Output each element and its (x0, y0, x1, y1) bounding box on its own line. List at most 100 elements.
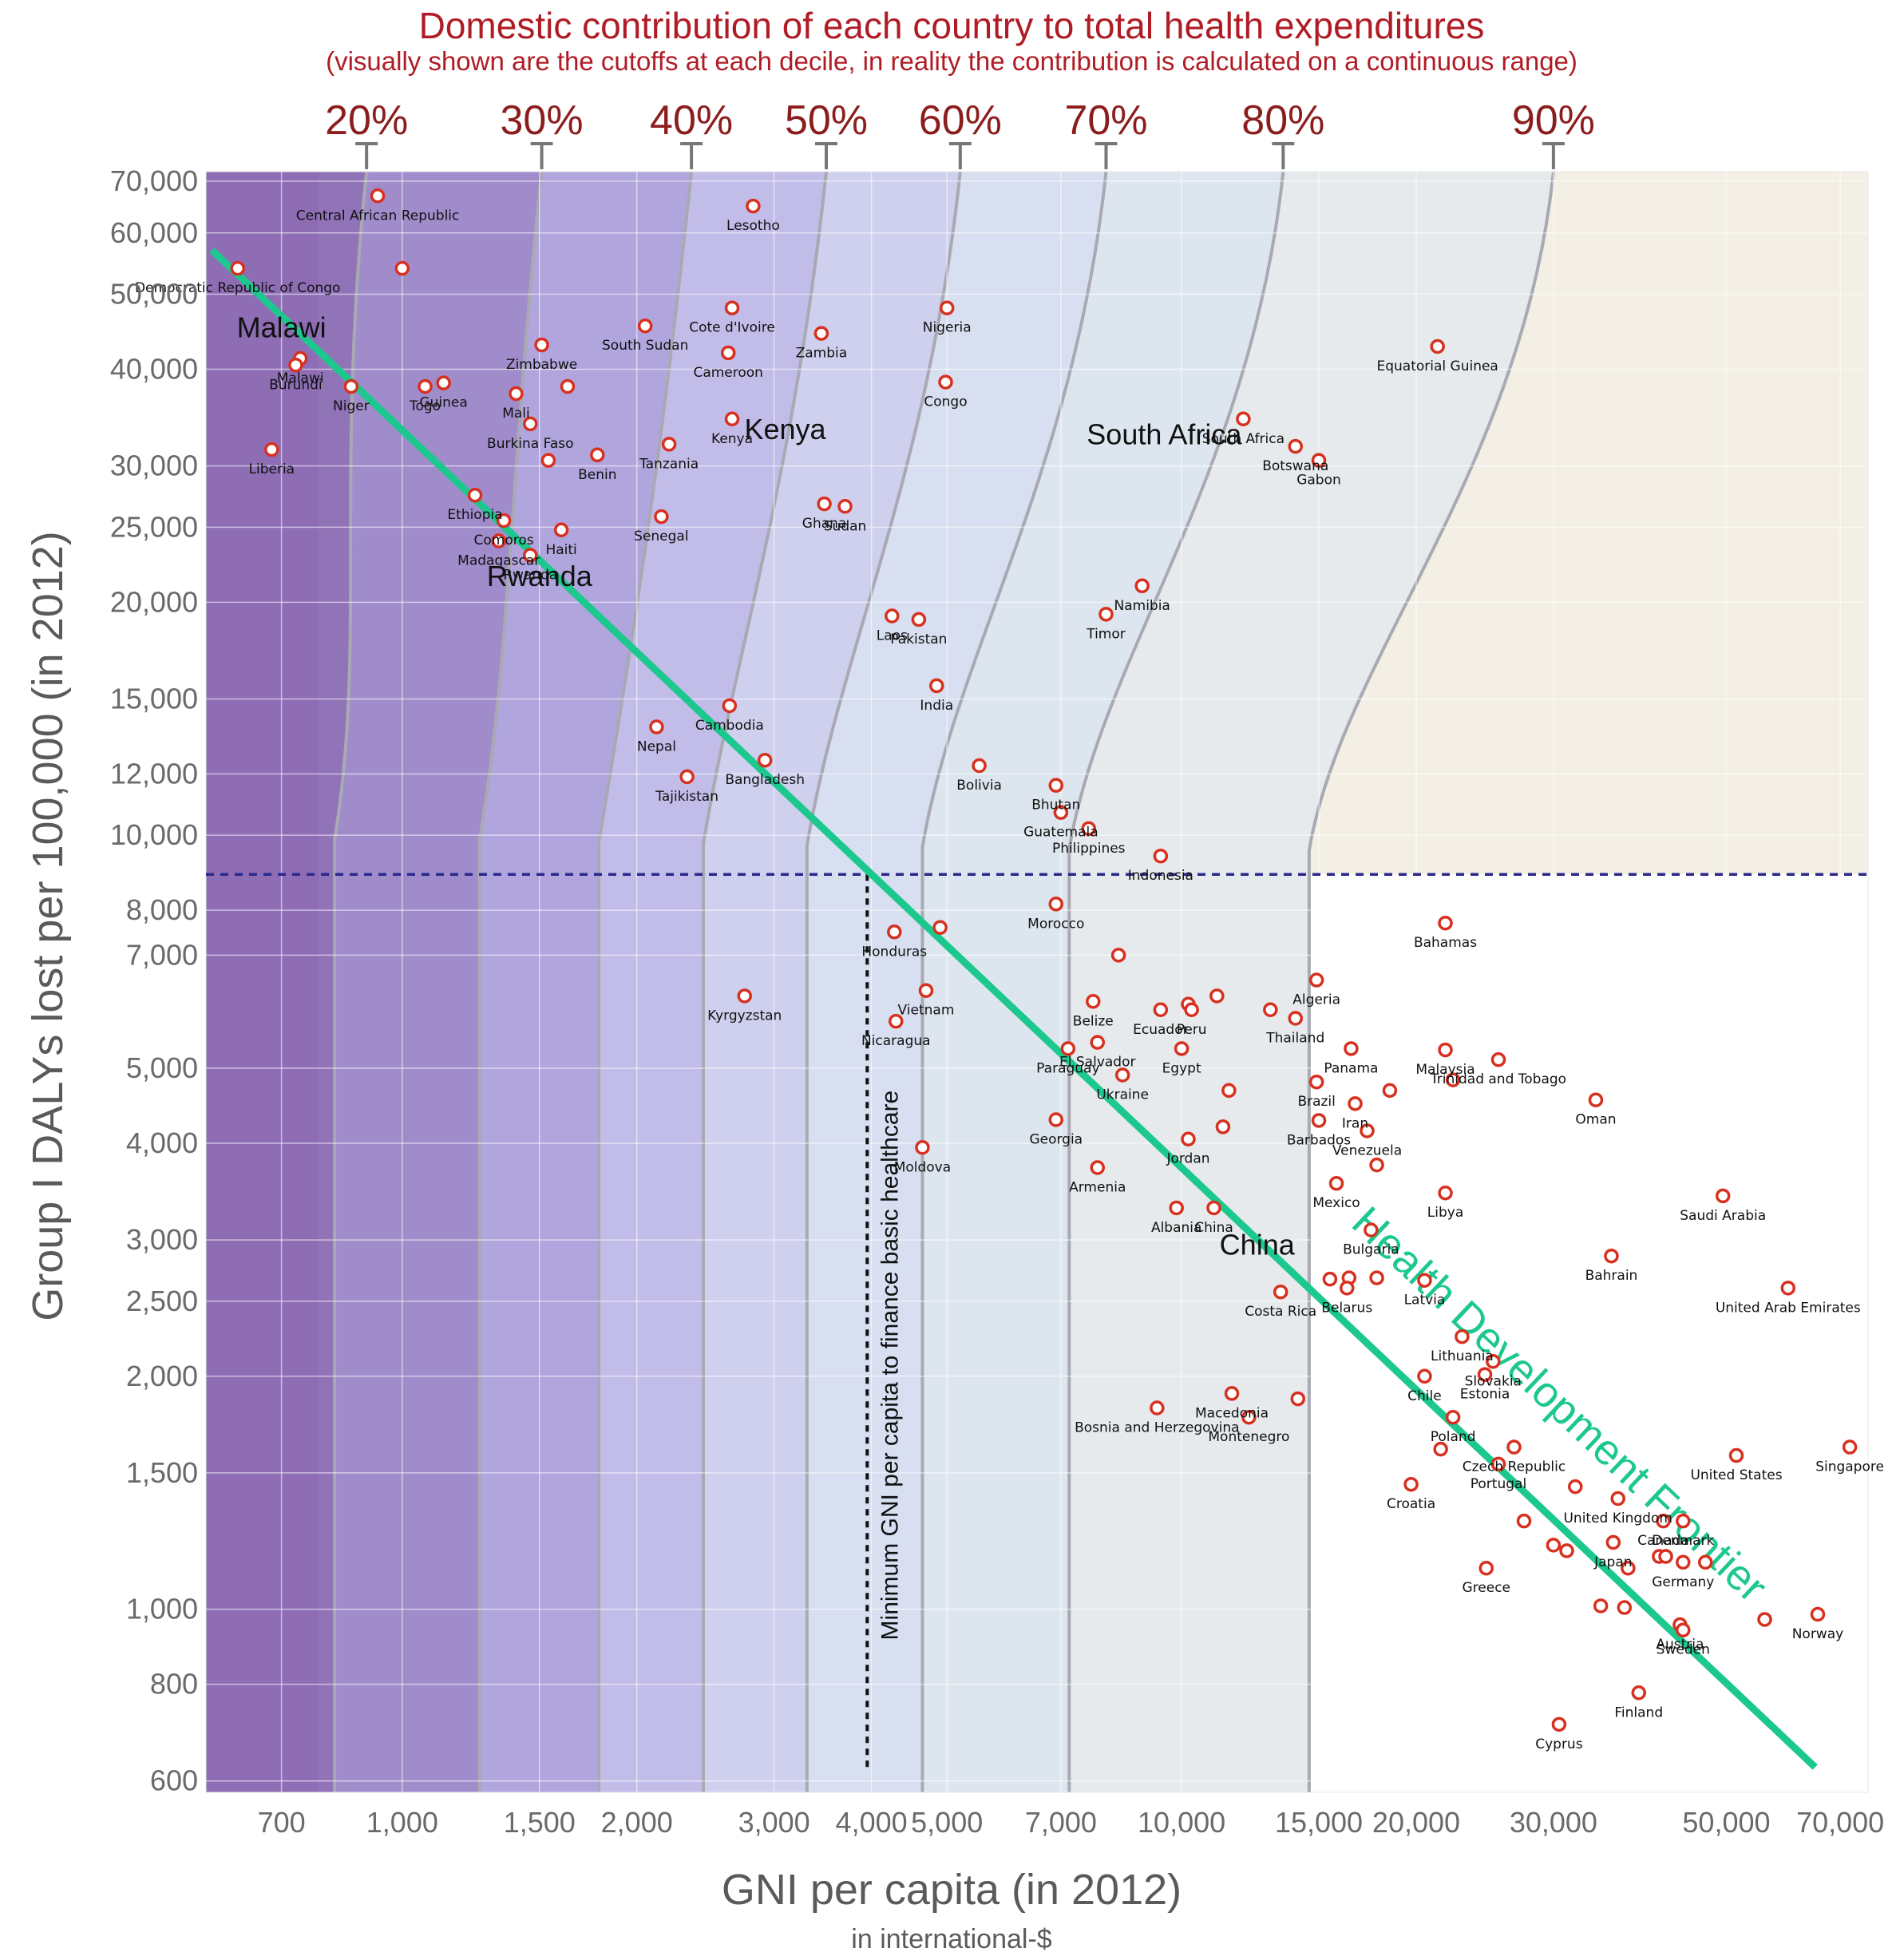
chart-subtitle: (visually shown are the cutoffs at each … (326, 46, 1577, 76)
y-tick-label: 2,000 (126, 1360, 198, 1392)
point-gabon (1311, 453, 1327, 468)
point-togo (418, 378, 433, 394)
label-cote-d-ivoire: Cote d'Ivoire (689, 320, 775, 336)
point-bosnia-and-herzegovina (1150, 1400, 1165, 1416)
decile-label-40%: 40% (650, 97, 733, 144)
highlight-rwanda: Rwanda (487, 560, 593, 592)
point-niger (343, 378, 359, 394)
decile-curve-90% (1307, 171, 1555, 1792)
label-panama: Panama (1324, 1060, 1378, 1076)
label-malaysia: Malaysia (1415, 1062, 1475, 1078)
point-honduras (887, 925, 902, 940)
background-layer (206, 172, 1868, 1792)
decile-tick-60% (948, 142, 972, 169)
point-bahrain (1604, 1248, 1619, 1264)
point-malaysia (1438, 1042, 1453, 1058)
label-czech-republic: Czech Republic (1463, 1459, 1566, 1475)
decile-tick-50% (814, 142, 837, 169)
label-el-salvador: El Salvador (1059, 1055, 1135, 1071)
label-paraguay: Paraguay (1036, 1060, 1099, 1076)
label-belize: Belize (1073, 1013, 1114, 1029)
point-united-kingdom (1610, 1491, 1625, 1507)
point-zambia (813, 326, 829, 341)
point-kyrgyzstan (737, 988, 752, 1004)
point-nicaragua (889, 1013, 904, 1029)
threshold-lines: Minimum GNI per capita to finance basic … (206, 873, 1868, 1768)
point-mexico (1328, 1175, 1344, 1191)
point-ecuador (1153, 1002, 1169, 1018)
point-senegal (654, 509, 669, 525)
point (1215, 1119, 1231, 1134)
point-bolivia (972, 758, 987, 774)
point-benin (590, 447, 605, 463)
label-venezuela: Venezuela (1332, 1142, 1402, 1158)
point-chile (1417, 1368, 1432, 1384)
label-montenegro: Montenegro (1208, 1429, 1289, 1445)
label-ecuador: Ecuador (1133, 1022, 1188, 1038)
point-egypt (1174, 1041, 1190, 1056)
y-tick-label: 2,500 (126, 1285, 198, 1317)
point-estonia (1477, 1367, 1493, 1382)
label-vietnam: Vietnam (898, 1003, 955, 1019)
label-kyrgyzstan: Kyrgyzstan (707, 1008, 782, 1024)
point-congo (938, 374, 953, 390)
point-bhutan (1048, 778, 1064, 793)
label-finland: Finland (1614, 1705, 1663, 1720)
x-tick-label: 5,000 (911, 1806, 983, 1839)
point-peru (1184, 1002, 1199, 1018)
x-tick-label: 15,000 (1275, 1806, 1363, 1839)
label-comoros: Comoros (474, 533, 534, 548)
label-haiti: Haiti (545, 542, 576, 558)
label-peru: Peru (1177, 1022, 1207, 1038)
point-philippines (1081, 821, 1096, 837)
label-south-sudan: South Sudan (602, 338, 688, 354)
point-zimbabwe (534, 337, 549, 353)
y-tick-label: 20,000 (110, 585, 198, 618)
x-tick-label: 700 (258, 1806, 306, 1839)
point (1433, 1441, 1448, 1457)
label-united-states: United States (1690, 1467, 1782, 1483)
label-bulgaria: Bulgaria (1343, 1242, 1399, 1258)
decile-curve-50% (701, 171, 828, 1792)
label-estonia: Estonia (1460, 1387, 1510, 1403)
label-moldova: Moldova (894, 1159, 951, 1175)
label-lithuania: Lithuania (1431, 1348, 1494, 1364)
label-malawi: Malawi (277, 370, 324, 386)
point (1369, 1270, 1384, 1285)
label-nicaragua: Nicaragua (861, 1033, 931, 1049)
point-saudi-arabia (1715, 1188, 1731, 1204)
highlight-kenya: Kenya (744, 413, 826, 445)
point-ethiopia (467, 487, 483, 503)
label-botswana: Botswana (1262, 458, 1328, 474)
decile-curve-70% (920, 171, 1108, 1792)
point-jordan (1181, 1131, 1196, 1146)
point (1568, 1479, 1583, 1495)
label-gabon: Gabon (1296, 473, 1341, 489)
decile-tick-20% (355, 142, 378, 169)
point-greece (1478, 1560, 1494, 1576)
point-oman (1588, 1092, 1604, 1107)
point (1369, 1157, 1384, 1173)
point-liberia (264, 441, 279, 457)
point-guatemala (1053, 805, 1069, 820)
label-liberia: Liberia (249, 461, 295, 477)
point-trinidad-and-tobago (1490, 1051, 1506, 1067)
point (1445, 1072, 1461, 1087)
point-lesotho (746, 198, 761, 214)
label-indonesia: Indonesia (1128, 868, 1193, 884)
x-tick-label: 10,000 (1138, 1806, 1225, 1839)
label-burundi: Burundi (269, 377, 323, 393)
point (1697, 1554, 1713, 1570)
point (1516, 1513, 1532, 1529)
point-libya (1438, 1185, 1453, 1201)
label-oman: Oman (1575, 1112, 1616, 1128)
label-ghana: Ghana (802, 516, 847, 532)
decile-label-50%: 50% (785, 97, 868, 144)
point-south-sudan (637, 318, 653, 334)
x-tick-label: 3,000 (738, 1806, 810, 1839)
point (540, 453, 556, 468)
y-tick-label: 30,000 (110, 449, 198, 482)
point-morocco (1048, 897, 1064, 912)
point-burundi (288, 358, 303, 373)
point-united-arab-emirates (1780, 1281, 1796, 1296)
